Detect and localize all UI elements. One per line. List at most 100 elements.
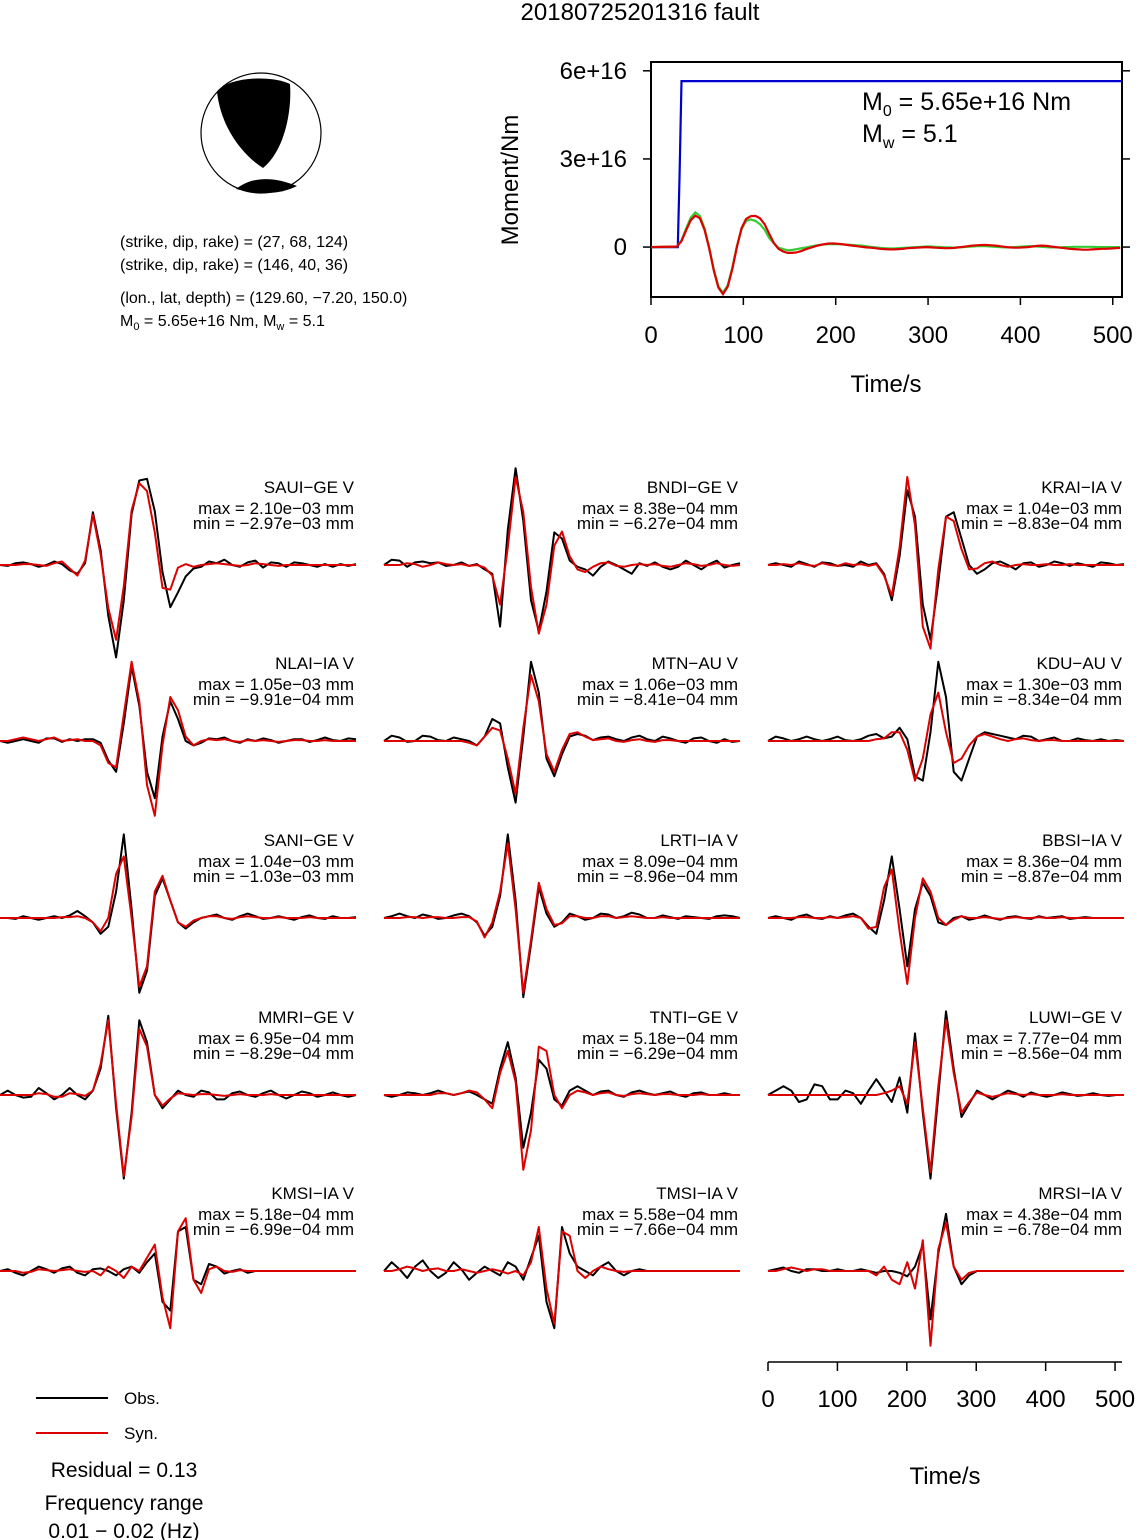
waveform-xtick-label: 0 xyxy=(761,1386,774,1413)
synthetic-trace xyxy=(768,1221,1124,1347)
observed-trace xyxy=(0,477,357,659)
moment-magnitude-line: M0 = 5.65e+16 Nm, Mw = 5.1 xyxy=(120,313,325,333)
legend-syn-label: Syn. xyxy=(124,1424,158,1443)
station-max-amplitude: max = 5.58e−04 mm xyxy=(582,1205,738,1224)
frequency-range-label: Frequency range xyxy=(45,1492,204,1515)
synthetic-trace xyxy=(768,691,1124,782)
synthetic-trace xyxy=(0,1019,356,1177)
moment-chart-axes: 0 100 200 300 400 500 0 3e+16 6e+16 xyxy=(560,58,1133,349)
station-name: SAUI−GE V xyxy=(264,478,355,497)
moment-chart-series xyxy=(650,79,1122,297)
station-min-amplitude: min = −6.29e−04 mm xyxy=(577,1044,738,1063)
station-min-amplitude: min = −1.03e−03 mm xyxy=(193,867,354,886)
synthetic-trace xyxy=(384,476,741,635)
synthetic-trace xyxy=(0,1217,356,1330)
moment-time-chart: 0 100 200 300 400 500 0 3e+16 6e+16 Moment/Nm Ti… xyxy=(497,58,1133,398)
synthetic-trace xyxy=(768,1019,1124,1174)
synthetic-trace xyxy=(384,1045,740,1171)
moment-annotation-m0: M0 = 5.65e+16 Nm xyxy=(862,88,1071,120)
station-max-amplitude: max = 1.05e−03 mm xyxy=(198,675,354,694)
moment-chart-ylabel: Moment/Nm xyxy=(497,115,524,246)
moment-ytick-label: 3e+16 xyxy=(560,146,627,173)
station-min-amplitude: min = −6.27e−04 mm xyxy=(577,514,738,533)
station-min-amplitude: min = −7.66e−04 mm xyxy=(577,1220,738,1239)
station-min-amplitude: min = −8.56e−04 mm xyxy=(961,1044,1122,1063)
moment-ytick-label: 6e+16 xyxy=(560,58,627,85)
synthetic-trace xyxy=(384,842,740,994)
station-max-amplitude: max = 1.30e−03 mm xyxy=(966,675,1122,694)
synthetic-trace xyxy=(0,482,356,641)
station-name: NLAI−IA V xyxy=(275,654,355,673)
moment-annotation-mw: Mw = 5.1 xyxy=(862,120,958,152)
waveform-xtick-label: 400 xyxy=(1026,1386,1066,1413)
source-parameters: (strike, dip, rake) = (27, 68, 124) (str… xyxy=(120,234,407,333)
nodal-plane-1: (strike, dip, rake) = (27, 68, 124) xyxy=(120,234,348,251)
figure-title: 20180725201316 fault xyxy=(521,0,760,26)
station-max-amplitude: max = 4.38e−04 mm xyxy=(966,1205,1122,1224)
frequency-range-value: 0.01 − 0.02 (Hz) xyxy=(48,1520,199,1540)
station-min-amplitude: min = −8.29e−04 mm xyxy=(193,1044,354,1063)
station-max-amplitude: max = 8.09e−04 mm xyxy=(582,852,738,871)
station-name: LRTI−IA V xyxy=(660,831,738,850)
station-min-amplitude: min = −8.83e−04 mm xyxy=(961,514,1122,533)
nodal-plane-2: (strike, dip, rake) = (146, 40, 36) xyxy=(120,257,348,274)
station-name: TNTI−GE V xyxy=(650,1008,739,1027)
moment-xtick-label: 0 xyxy=(644,322,657,349)
moment-ytick-label: 0 xyxy=(614,234,627,261)
station-name: LUWI−GE V xyxy=(1029,1008,1123,1027)
synthetic-trace xyxy=(384,1226,740,1325)
station-name: KDU−AU V xyxy=(1037,654,1123,673)
station-name: KMSI−IA V xyxy=(271,1184,354,1203)
station-name: MTN−AU V xyxy=(652,654,739,673)
station-name: BBSI−IA V xyxy=(1042,831,1123,850)
synthetic-trace xyxy=(0,855,356,988)
station-max-amplitude: max = 5.18e−04 mm xyxy=(582,1029,738,1048)
waveform-xtick-label: 100 xyxy=(817,1386,857,1413)
station-min-amplitude: min = −2.97e−03 mm xyxy=(193,514,354,533)
station-max-amplitude: max = 1.04e−03 mm xyxy=(198,852,354,871)
moment-xtick-label: 400 xyxy=(1000,322,1040,349)
station-name: BNDI−GE V xyxy=(647,478,739,497)
station-max-amplitude: max = 8.36e−04 mm xyxy=(966,852,1122,871)
moment-rate-red-line xyxy=(650,214,1121,297)
station-min-amplitude: min = −8.34e−04 mm xyxy=(961,690,1122,709)
station-name: SANI−GE V xyxy=(264,831,355,850)
moment-rate-green-line xyxy=(650,210,1121,295)
station-max-amplitude: max = 6.95e−04 mm xyxy=(198,1029,354,1048)
station-max-amplitude: max = 1.04e−03 mm xyxy=(966,499,1122,518)
station-min-amplitude: min = −6.99e−04 mm xyxy=(193,1220,354,1239)
synthetic-trace xyxy=(384,674,740,795)
synthetic-trace xyxy=(768,476,1124,650)
station-max-amplitude: max = 1.06e−03 mm xyxy=(582,675,738,694)
waveform-xtick-label: 200 xyxy=(887,1386,927,1413)
station-min-amplitude: min = −8.96e−04 mm xyxy=(577,867,738,886)
station-max-amplitude: max = 5.18e−04 mm xyxy=(198,1205,354,1224)
moment-xtick-label: 100 xyxy=(723,322,763,349)
waveform-time-axis: 0 100 200 300 400 500 xyxy=(761,1361,1135,1413)
station-name: MRSI−IA V xyxy=(1038,1184,1122,1203)
station-min-amplitude: min = −9.91e−04 mm xyxy=(193,690,354,709)
focal-mechanism-beachball-icon xyxy=(200,72,322,194)
station-min-amplitude: min = −6.78e−04 mm xyxy=(961,1220,1122,1239)
station-max-amplitude: max = 8.38e−04 mm xyxy=(582,499,738,518)
station-max-amplitude: max = 7.77e−04 mm xyxy=(966,1029,1122,1048)
station-name: KRAI−IA V xyxy=(1041,478,1122,497)
legend-obs-label: Obs. xyxy=(124,1389,160,1408)
waveform-xtick-label: 300 xyxy=(956,1386,996,1413)
hypocenter-location: (lon., lat, depth) = (129.60, −7.20, 150… xyxy=(120,290,407,307)
moment-xtick-label: 200 xyxy=(816,322,856,349)
moment-chart-xlabel: Time/s xyxy=(850,371,921,398)
